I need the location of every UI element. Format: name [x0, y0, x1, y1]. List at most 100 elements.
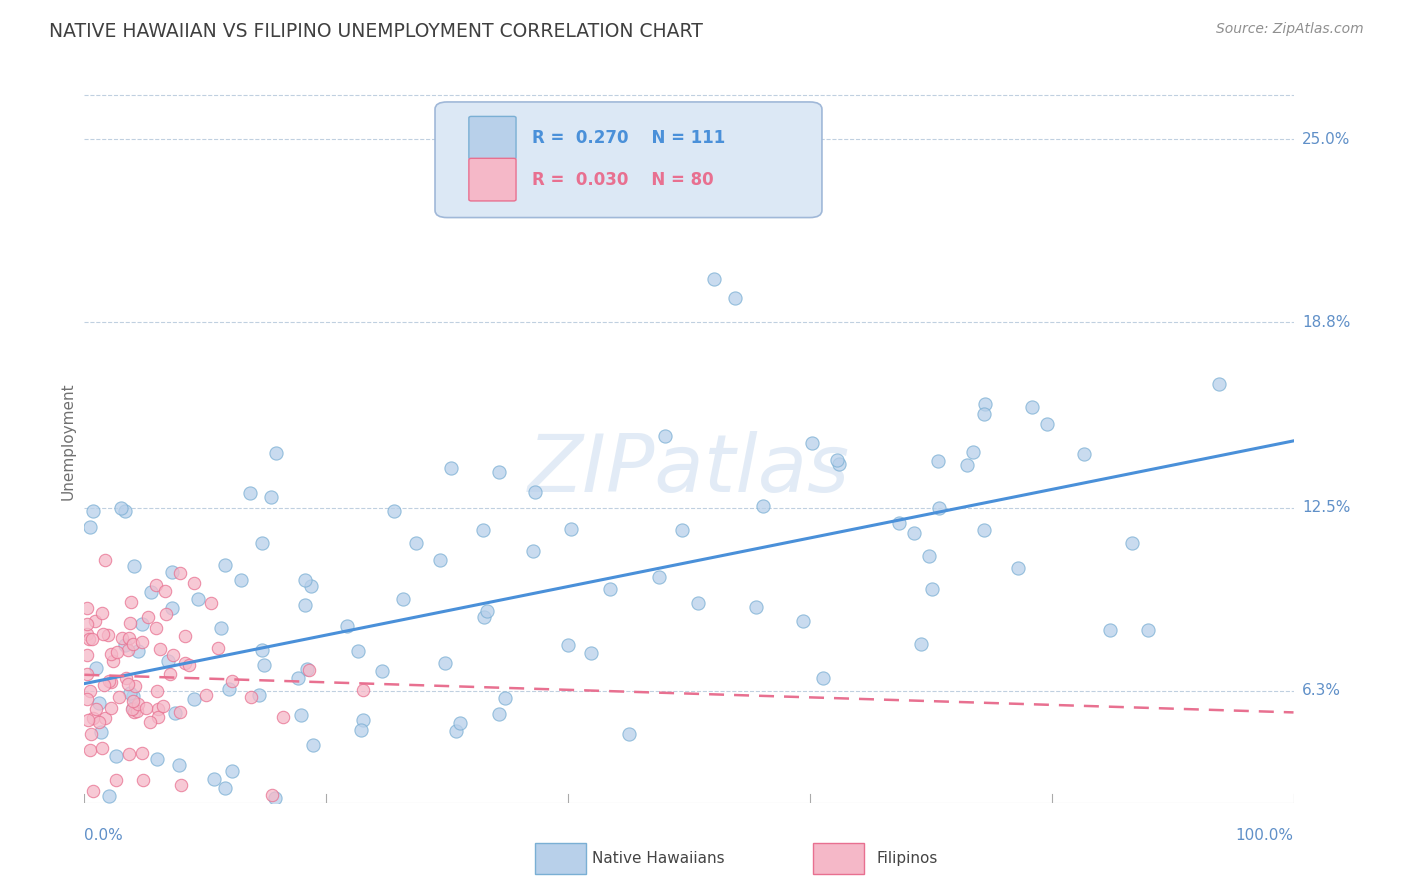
- Point: [1208, 377, 1230, 392]
- Point: [523, 485, 546, 500]
- Point: [127, 644, 149, 658]
- Point: [76, 600, 98, 615]
- Point: [160, 566, 183, 580]
- Point: [827, 452, 849, 467]
- Y-axis label: Unemployment: Unemployment: [60, 383, 76, 500]
- Text: 0.0%: 0.0%: [84, 828, 124, 843]
- Point: [101, 655, 124, 669]
- Point: [475, 604, 498, 618]
- Point: [1007, 561, 1029, 575]
- Point: [87, 715, 110, 730]
- Point: [121, 637, 143, 651]
- Point: [97, 628, 120, 642]
- Point: [391, 591, 413, 606]
- Point: [122, 701, 145, 715]
- Text: Source: ZipAtlas.com: Source: ZipAtlas.com: [1216, 22, 1364, 37]
- Point: [167, 758, 190, 772]
- Point: [122, 694, 145, 708]
- Point: [488, 706, 510, 721]
- Point: [117, 677, 139, 691]
- Point: [221, 674, 243, 689]
- Point: [599, 582, 621, 596]
- Point: [79, 683, 101, 698]
- Point: [382, 504, 405, 518]
- Point: [352, 682, 374, 697]
- Text: R =  0.270    N = 111: R = 0.270 N = 111: [531, 128, 725, 146]
- Point: [287, 671, 309, 685]
- Point: [125, 704, 148, 718]
- Point: [439, 461, 461, 475]
- Text: 12.5%: 12.5%: [1302, 500, 1350, 516]
- Point: [202, 772, 225, 787]
- Point: [121, 702, 143, 716]
- FancyBboxPatch shape: [814, 843, 865, 874]
- Point: [962, 445, 984, 459]
- Point: [155, 583, 177, 598]
- Point: [183, 576, 205, 591]
- Point: [260, 490, 283, 504]
- FancyBboxPatch shape: [434, 102, 823, 218]
- Point: [260, 789, 283, 803]
- Point: [120, 615, 142, 630]
- Point: [811, 671, 834, 685]
- Text: 25.0%: 25.0%: [1302, 132, 1350, 147]
- Text: NATIVE HAWAIIAN VS FILIPINO UNEMPLOYMENT CORRELATION CHART: NATIVE HAWAIIAN VS FILIPINO UNEMPLOYMENT…: [49, 22, 703, 41]
- Point: [98, 789, 121, 803]
- Point: [127, 697, 149, 711]
- Point: [974, 397, 997, 411]
- Point: [347, 644, 370, 658]
- Point: [446, 724, 468, 739]
- Point: [108, 690, 131, 705]
- Point: [79, 519, 101, 533]
- Point: [195, 688, 218, 702]
- Point: [152, 699, 174, 714]
- Point: [145, 684, 167, 698]
- Text: 100.0%: 100.0%: [1236, 828, 1294, 843]
- Point: [215, 805, 238, 820]
- Point: [76, 714, 98, 728]
- Point: [98, 673, 121, 688]
- Point: [105, 772, 128, 787]
- Point: [177, 658, 200, 673]
- Point: [921, 582, 943, 596]
- Point: [703, 272, 725, 286]
- Point: [472, 524, 495, 538]
- Point: [122, 558, 145, 573]
- Point: [145, 578, 167, 592]
- Point: [114, 638, 136, 652]
- Point: [162, 648, 184, 663]
- FancyBboxPatch shape: [468, 117, 516, 159]
- Point: [294, 574, 316, 588]
- Point: [751, 500, 773, 514]
- Point: [76, 616, 98, 631]
- Point: [647, 570, 669, 584]
- Point: [122, 705, 145, 719]
- Point: [170, 778, 193, 792]
- Point: [80, 632, 103, 646]
- Point: [371, 665, 394, 679]
- Point: [827, 457, 849, 471]
- Point: [146, 752, 169, 766]
- Point: [173, 656, 195, 670]
- Point: [494, 690, 516, 705]
- Point: [472, 610, 495, 624]
- Point: [239, 485, 262, 500]
- Point: [1137, 623, 1160, 637]
- Point: [253, 657, 276, 672]
- Point: [76, 648, 98, 662]
- Point: [927, 453, 949, 467]
- Point: [671, 523, 693, 537]
- Point: [117, 747, 139, 761]
- Point: [114, 504, 136, 518]
- Point: [145, 621, 167, 635]
- Point: [104, 748, 127, 763]
- Point: [160, 600, 183, 615]
- Point: [136, 609, 159, 624]
- Point: [973, 407, 995, 421]
- Point: [100, 647, 122, 661]
- Point: [264, 446, 287, 460]
- Point: [131, 616, 153, 631]
- Point: [229, 573, 252, 587]
- Point: [76, 692, 98, 706]
- Point: [139, 585, 162, 599]
